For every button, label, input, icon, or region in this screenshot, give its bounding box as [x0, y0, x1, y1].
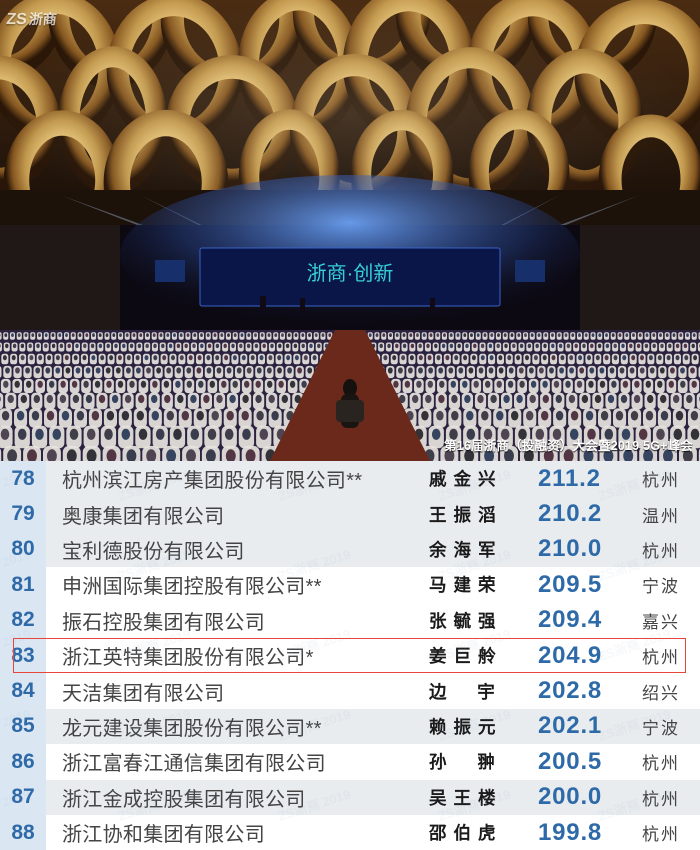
svg-text:浙商·创新: 浙商·创新 [307, 262, 394, 285]
svg-text:ZS浙商: ZS浙商 [6, 10, 58, 28]
